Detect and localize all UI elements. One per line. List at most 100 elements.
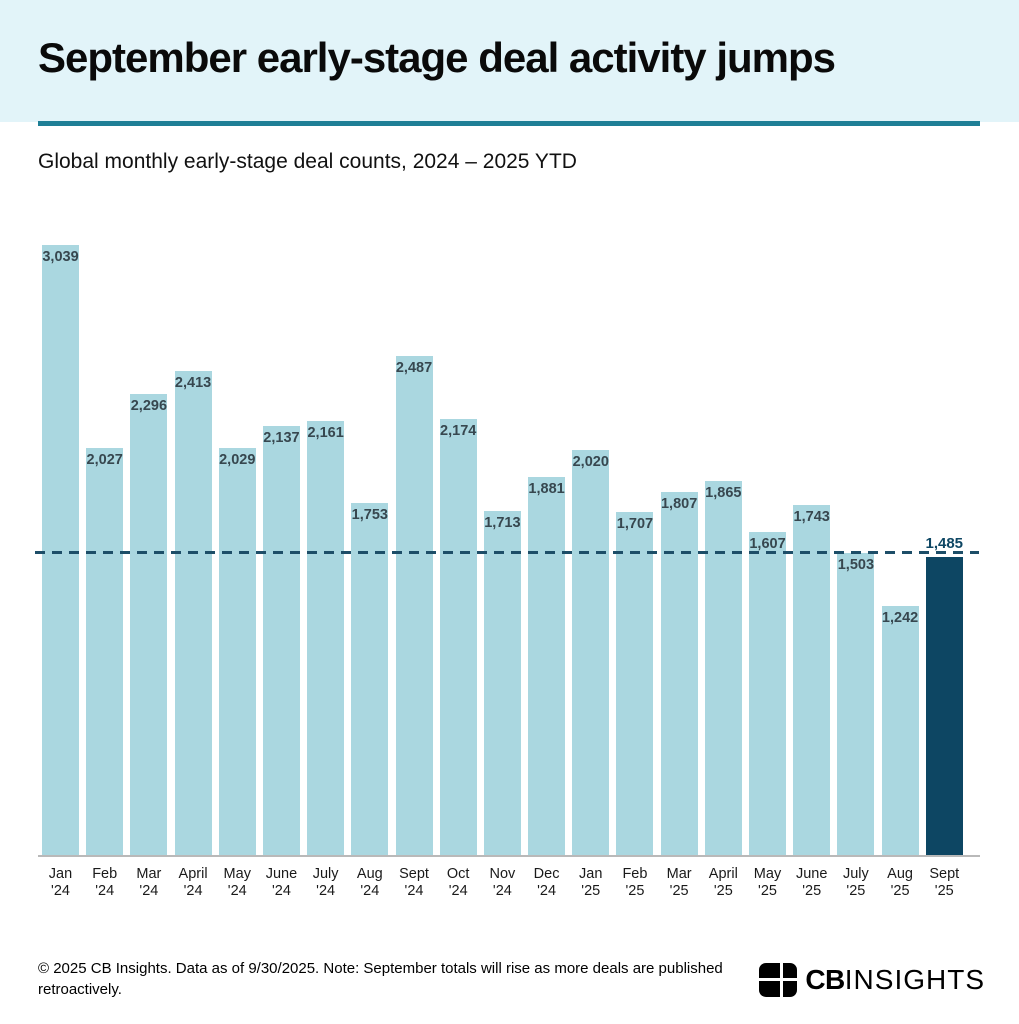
bar: 1,707 xyxy=(616,512,654,855)
x-tick-label: Feb '24 xyxy=(86,866,123,900)
bar-value-label: 1,242 xyxy=(881,610,919,626)
bar-value-label: 1,865 xyxy=(705,485,742,501)
bar-value-label: 2,020 xyxy=(572,454,609,470)
bar-value-label: 1,743 xyxy=(793,509,830,525)
bar-value-label: 2,413 xyxy=(174,375,212,391)
bar-column: 1,713 xyxy=(483,245,521,855)
bar: 2,174 xyxy=(439,419,477,855)
bar-column: 2,020 xyxy=(572,245,610,855)
tick-month: June xyxy=(265,866,298,882)
bar: 2,296 xyxy=(130,394,168,855)
tick-year: '24 xyxy=(316,883,336,899)
chart-subtitle: Global monthly early-stage deal counts, … xyxy=(38,150,577,173)
bar-value-label: 1,807 xyxy=(660,496,698,512)
tick-year: '24 xyxy=(183,883,203,899)
tick-year: '24 xyxy=(227,883,247,899)
tick-year: '25 xyxy=(758,883,777,899)
bar-column: 1,753 xyxy=(351,245,389,855)
logo-mark-quadrant xyxy=(783,981,798,997)
bar: 1,743 xyxy=(793,505,831,855)
bar-value-label: 1,713 xyxy=(484,515,521,531)
logo-mark-quadrant xyxy=(759,981,781,997)
tick-month: April xyxy=(178,866,208,882)
bar-value-label: 3,039 xyxy=(42,249,79,265)
bar: 1,503 xyxy=(837,553,875,855)
tick-year: '25 xyxy=(669,883,689,899)
bar-value-label: 1,707 xyxy=(616,516,654,532)
tick-year: '24 xyxy=(448,883,468,899)
tick-month: Dec xyxy=(533,866,560,882)
tick-month: Mar xyxy=(136,866,162,882)
tick-month: Oct xyxy=(446,866,470,882)
header-band: September early-stage deal activity jump… xyxy=(0,0,1019,122)
bar-value-label: 2,027 xyxy=(86,452,123,468)
tick-month: Jan xyxy=(579,866,603,882)
logo-text-cb: CB xyxy=(805,964,845,995)
bar-value-label: 2,174 xyxy=(440,423,477,439)
bar-column: 1,743 xyxy=(793,245,831,855)
bar-value-label: 2,487 xyxy=(395,360,433,376)
tick-year: '25 xyxy=(581,883,601,899)
logo-mark-quadrant xyxy=(783,963,798,978)
bar: 1,242 xyxy=(881,606,919,855)
x-tick-label: June '25 xyxy=(793,866,830,900)
bar-value-label: 1,503 xyxy=(837,557,875,573)
bar: 3,039 xyxy=(42,245,79,855)
x-tick-label: July '25 xyxy=(837,866,874,900)
bar-column: 1,807 xyxy=(660,245,698,855)
bar: 1,881 xyxy=(528,477,566,855)
bar-column: 1,865 xyxy=(704,245,742,855)
bar-column: 1,242 xyxy=(881,245,919,855)
bar-column: 2,029 xyxy=(218,245,256,855)
tick-month: Aug xyxy=(887,866,913,882)
tick-year: '24 xyxy=(537,883,557,899)
tick-year: '24 xyxy=(492,883,512,899)
x-tick-label: April '24 xyxy=(175,866,212,900)
bar-value-label: 2,137 xyxy=(263,430,300,446)
bar-column: 2,137 xyxy=(262,245,300,855)
bar-column: 2,027 xyxy=(86,245,124,855)
x-tick-label: Oct '24 xyxy=(440,866,477,900)
x-tick-label: Dec '24 xyxy=(528,866,565,900)
bar: 2,487 xyxy=(395,356,433,855)
tick-year: '25 xyxy=(846,883,866,899)
bar-value-label: 2,296 xyxy=(130,398,168,414)
bar: 2,137 xyxy=(262,426,300,855)
x-tick-label: Mar '25 xyxy=(661,866,698,900)
bar-column: 1,881 xyxy=(528,245,566,855)
x-tick-label: Jan '25 xyxy=(572,866,609,900)
bar-value-label: 1,753 xyxy=(351,507,388,523)
bar-column: 1,485 xyxy=(925,245,963,855)
bar: 1,485 xyxy=(925,535,963,855)
tick-month: Sept xyxy=(929,866,960,882)
x-tick-label: Jan '24 xyxy=(42,866,79,900)
tick-year: '24 xyxy=(95,883,115,899)
tick-year: '25 xyxy=(802,883,822,899)
x-axis-ticks: Jan '24 Feb '24 Mar '24 April '24 May '2… xyxy=(42,866,963,900)
tick-year: '25 xyxy=(713,883,733,899)
bar: 1,807 xyxy=(660,492,698,855)
x-tick-label: Aug '24 xyxy=(351,866,388,900)
bar: 1,753 xyxy=(351,503,389,855)
tick-month: June xyxy=(795,866,828,882)
logo-wordmark: CB INSIGHTS xyxy=(805,964,985,996)
tick-month: July xyxy=(842,866,869,882)
x-tick-label: May '24 xyxy=(219,866,256,900)
bar: 2,029 xyxy=(218,448,256,855)
bar-value-label: 2,161 xyxy=(307,425,344,441)
bar: 1,607 xyxy=(749,532,786,855)
bar: 2,020 xyxy=(572,450,610,855)
page-title: September early-stage deal activity jump… xyxy=(38,34,836,81)
plot-area: 3,039 2,027 2,296 2,413 2,029 2,137 2,16… xyxy=(35,245,980,857)
bar-column: 1,503 xyxy=(837,245,875,855)
x-tick-label: Nov '24 xyxy=(484,866,521,900)
bar-column: 1,607 xyxy=(749,245,786,855)
bar-value-label: 1,607 xyxy=(749,536,786,552)
tick-month: Sept xyxy=(399,866,429,882)
tick-month: Aug xyxy=(356,866,383,882)
bar: 2,413 xyxy=(174,371,212,855)
tick-month: April xyxy=(708,866,738,882)
x-tick-label: June '24 xyxy=(263,866,300,900)
bar-column: 2,487 xyxy=(395,245,433,855)
